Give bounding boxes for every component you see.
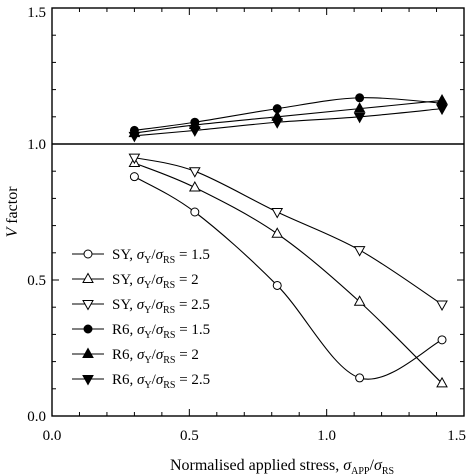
legend-label: R6, σY/σRS = 2	[112, 347, 199, 366]
y-tick-label: 1.0	[27, 137, 46, 153]
data-point	[188, 126, 201, 137]
data-point	[436, 93, 448, 105]
legend-item: R6, σY/σRS = 1.5	[72, 322, 210, 341]
series-1	[129, 172, 447, 383]
legend-label: SY, σY/σRS = 2.5	[112, 297, 210, 316]
legend-marker	[82, 347, 94, 358]
data-point	[271, 208, 284, 219]
legend-item: SY, σY/σRS = 2	[72, 272, 199, 291]
y-tick-label: 0.5	[27, 273, 46, 289]
data-point	[437, 335, 447, 345]
legend-marker	[82, 300, 94, 311]
x-tick-label: 1.5	[447, 428, 466, 444]
data-point	[271, 118, 284, 129]
data-point	[272, 280, 282, 290]
series-5	[128, 93, 448, 138]
legend-marker	[82, 272, 94, 283]
data-point	[128, 131, 141, 143]
series-4	[129, 93, 447, 135]
legend-label: R6, σY/σRS = 1.5	[112, 322, 210, 341]
data-point	[271, 227, 284, 238]
data-point	[436, 104, 448, 116]
data-point	[355, 373, 365, 383]
plot-frame	[51, 7, 465, 417]
series-line	[134, 99, 443, 134]
y-tick-label: 0.0	[27, 409, 46, 425]
series-6	[128, 104, 448, 143]
series-line	[134, 176, 443, 380]
data-point	[355, 93, 365, 103]
legend-marker	[83, 249, 93, 259]
data-point	[436, 300, 448, 312]
data-point	[353, 112, 366, 124]
legend-label: R6, σY/σRS = 2.5	[112, 372, 210, 391]
legend-item: SY, σY/σRS = 1.5	[72, 247, 210, 266]
data-point	[129, 172, 139, 182]
data-point	[353, 102, 366, 113]
data-point	[436, 376, 448, 388]
series-line	[134, 97, 443, 131]
x-axis-label: Normalised applied stress, σAPP/σRS	[170, 457, 394, 476]
y-axis-label: V factor	[4, 186, 21, 238]
legend-marker	[82, 375, 94, 386]
data-point	[188, 167, 201, 178]
legend-marker	[83, 324, 93, 334]
data-point	[188, 180, 201, 192]
data-point	[190, 207, 200, 217]
legend-item: SY, σY/σRS = 2.5	[72, 297, 210, 316]
data-point	[353, 246, 366, 257]
data-point	[128, 153, 141, 165]
legend-label: SY, σY/σRS = 1.5	[112, 247, 210, 266]
x-tick-label: 0.0	[43, 428, 62, 444]
legend-item: R6, σY/σRS = 2	[72, 347, 199, 366]
data-point	[353, 295, 366, 306]
legend-label: SY, σY/σRS = 2	[112, 272, 199, 291]
y-tick-label: 1.5	[27, 5, 46, 21]
x-tick-label: 1.0	[317, 428, 336, 444]
x-tick-label: 0.5	[180, 428, 199, 444]
series-3	[128, 153, 448, 312]
series-line	[134, 108, 443, 137]
legend-item: R6, σY/σRS = 2.5	[72, 372, 210, 391]
